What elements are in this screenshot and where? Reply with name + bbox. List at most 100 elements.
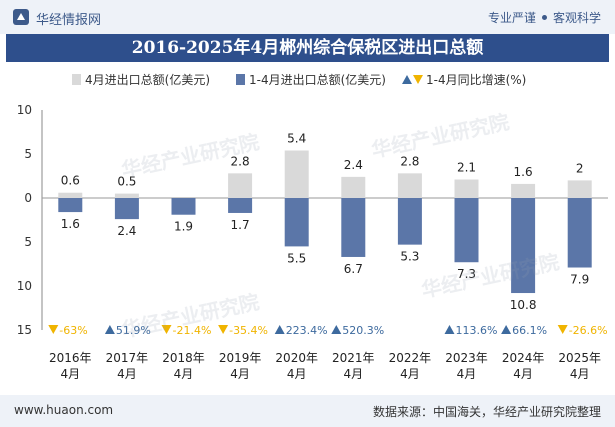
legend-label-3: 1-4月同比增速(%) (426, 73, 526, 87)
data-label-ytd: 6.7 (344, 262, 363, 276)
growth-up-icon (331, 325, 342, 334)
bar-monthly-total (341, 176, 366, 198)
data-label-ytd: 7.3 (457, 267, 476, 281)
x-tick-label: 2019年 (219, 351, 262, 365)
slogan-left: 专业严谨 (487, 11, 536, 25)
bar-ytd-total (284, 198, 309, 247)
growth-up-icon (501, 325, 512, 334)
data-label-monthly: 2.1 (457, 161, 476, 175)
bar-ytd-total (341, 198, 366, 257)
data-label-monthly: 1.6 (514, 165, 533, 179)
data-label-monthly: 2.8 (231, 154, 250, 168)
x-tick-label: 4月 (117, 367, 137, 381)
y-tick-label: 5 (24, 147, 32, 161)
data-source: 数据来源：中国海关，华经产业研究院整理 (372, 405, 601, 419)
chart-title: 2016-2025年4月郴州综合保税区进出口总额 (131, 38, 484, 58)
growth-up-icon (444, 325, 455, 334)
x-tick-label: 4月 (343, 367, 363, 381)
bar-monthly-total (454, 179, 479, 198)
data-label-monthly: 2 (576, 161, 584, 175)
bar-ytd-total (58, 198, 83, 213)
bar-ytd-total (171, 198, 196, 215)
data-label-ytd: 1.9 (174, 220, 193, 234)
bar-monthly-total (397, 173, 422, 198)
data-label-ytd: 5.5 (287, 251, 306, 265)
top-banner: 华经情报网 专业严谨 客观科学 (0, 0, 615, 34)
bar-ytd-total (511, 198, 536, 294)
x-tick-label: 2016年 (49, 351, 92, 365)
growth-rate-label: -26.6% (569, 324, 608, 337)
data-label-ytd: 5.3 (400, 250, 419, 264)
growth-down-icon (218, 325, 229, 334)
legend-label-1: 4月进出口总额(亿美元) (85, 72, 210, 87)
bar-monthly-total (284, 150, 309, 198)
bar-monthly-total (567, 180, 592, 198)
x-tick-label: 2024年 (502, 351, 545, 365)
legend-up-icon (402, 75, 412, 84)
bar-monthly-total (58, 192, 83, 198)
separator-dot-icon (541, 15, 547, 20)
growth-rate-label: -63% (59, 324, 87, 337)
x-tick-label: 4月 (60, 367, 80, 381)
bar-monthly-total (511, 183, 536, 198)
data-label-ytd: 7.9 (570, 273, 589, 287)
growth-rate-label: -21.4% (173, 324, 212, 337)
x-tick-label: 4月 (230, 367, 250, 381)
x-tick-label: 4月 (400, 367, 420, 381)
bar-monthly-total (114, 193, 139, 198)
footer: www.huaon.com 数据来源：中国海关，华经产业研究院整理 (0, 395, 615, 427)
legend-swatch-1 (72, 74, 81, 85)
data-label-monthly: 2.8 (400, 154, 419, 168)
x-tick-label: 4月 (513, 367, 533, 381)
legend-down-icon (413, 75, 423, 84)
x-tick-label: 4月 (457, 367, 477, 381)
brand-name: 华经情报网 (36, 13, 102, 28)
bar-ytd-total (397, 198, 422, 245)
legend-label-2: 1-4月进出口总额(亿美元) (249, 72, 386, 87)
site-url: www.huaon.com (14, 403, 114, 417)
slogan: 专业严谨 客观科学 (488, 9, 601, 26)
data-label-ytd: 10.8 (510, 298, 537, 312)
data-label-monthly: 0.6 (61, 174, 80, 188)
huajing-logo-icon (13, 9, 29, 25)
y-tick-label: 10 (17, 103, 32, 117)
growth-rate-label: 113.6% (456, 324, 498, 337)
y-tick-label: 5 (24, 235, 32, 249)
data-label-ytd: 1.7 (231, 218, 250, 232)
bar-ytd-total (454, 198, 479, 263)
data-label-monthly: 5.4 (287, 131, 306, 145)
slogan-right: 客观科学 (552, 11, 601, 25)
data-label-ytd: 2.4 (117, 224, 136, 238)
growth-rate-label: 520.3% (342, 324, 384, 337)
x-tick-label: 2018年 (162, 351, 205, 365)
bar-ytd-total (228, 198, 253, 213)
growth-down-icon (161, 325, 172, 334)
growth-up-icon (104, 325, 115, 334)
x-tick-label: 4月 (570, 367, 590, 381)
x-tick-label: 2025年 (558, 351, 601, 365)
y-tick-label: 15 (17, 323, 32, 337)
growth-down-icon (557, 325, 568, 334)
bar-monthly-total (228, 173, 253, 198)
data-label-monthly: 2.4 (344, 158, 363, 172)
x-tick-label: 2021年 (332, 351, 375, 365)
x-tick-label: 2020年 (275, 351, 318, 365)
bar-ytd-total (567, 198, 592, 268)
growth-rate-label: 223.4% (286, 324, 328, 337)
data-label-monthly: 0.5 (117, 175, 136, 189)
growth-rate-label: 51.9% (116, 324, 151, 337)
growth-down-icon (48, 325, 59, 334)
y-tick-label: 0 (24, 191, 32, 205)
x-tick-label: 2017年 (106, 351, 149, 365)
title-bar: 2016-2025年4月郴州综合保税区进出口总额 (6, 34, 609, 62)
x-tick-label: 4月 (287, 367, 307, 381)
growth-rate-label: 66.1% (512, 324, 547, 337)
legend-swatch-2 (236, 74, 245, 85)
growth-up-icon (274, 325, 285, 334)
data-label-ytd: 1.6 (61, 217, 80, 231)
x-tick-label: 2022年 (389, 351, 432, 365)
growth-rate-label: -35.4% (229, 324, 268, 337)
x-tick-label: 2023年 (445, 351, 488, 365)
chart-area: 4月进出口总额(亿美元) 1-4月进出口总额(亿美元) 1-4月同比增速(%) 10 5… (17, 72, 608, 381)
bar-ytd-total (114, 198, 139, 220)
